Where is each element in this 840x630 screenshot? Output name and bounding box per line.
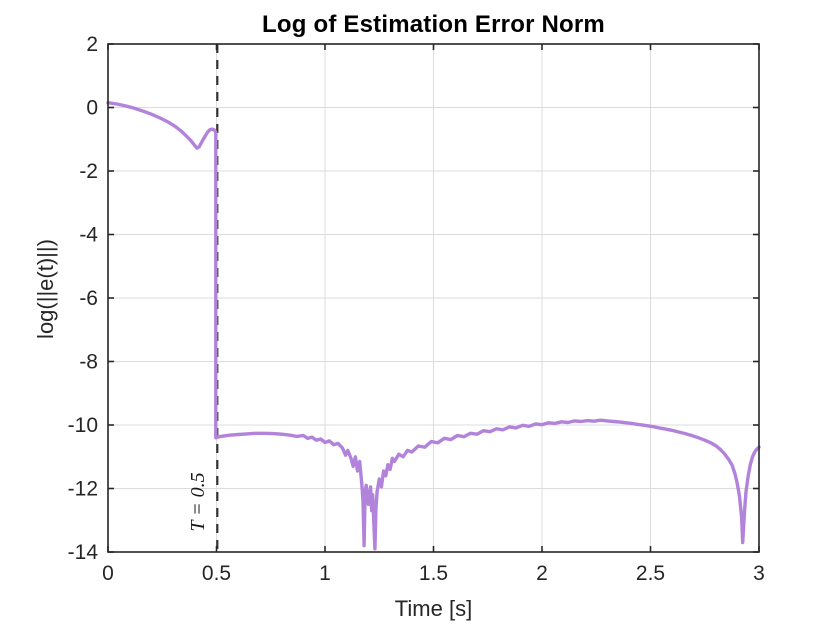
y-tick-label: -4 [79,224,98,247]
error-norm-line [106,100,761,551]
y-tick-label: 2 [86,33,98,56]
x-tick-label: 1 [319,562,331,585]
chart-title: Log of Estimation Error Norm [262,11,605,38]
x-tick-label: 0 [102,562,114,585]
y-tick-label: -6 [79,287,98,310]
y-tick-label: 0 [86,97,98,120]
x-tick-label: 0.5 [202,562,231,585]
y-axis-label: log(||e(t)||) [33,239,58,339]
y-tick-label: -12 [68,478,98,501]
y-tick-label: -14 [68,541,99,564]
x-tick-label: 1.5 [419,562,448,585]
vline-annotation: T = 0.5 [187,472,209,532]
x-tick-label: 2.5 [636,562,665,585]
x-tick-label: 2 [536,562,548,585]
x-tick-label: 3 [753,562,765,585]
x-axis-label: Time [s] [394,596,473,621]
y-tick-label: -10 [68,414,98,437]
y-tick-label: -8 [79,351,98,374]
y-tick-label: -2 [79,160,98,183]
